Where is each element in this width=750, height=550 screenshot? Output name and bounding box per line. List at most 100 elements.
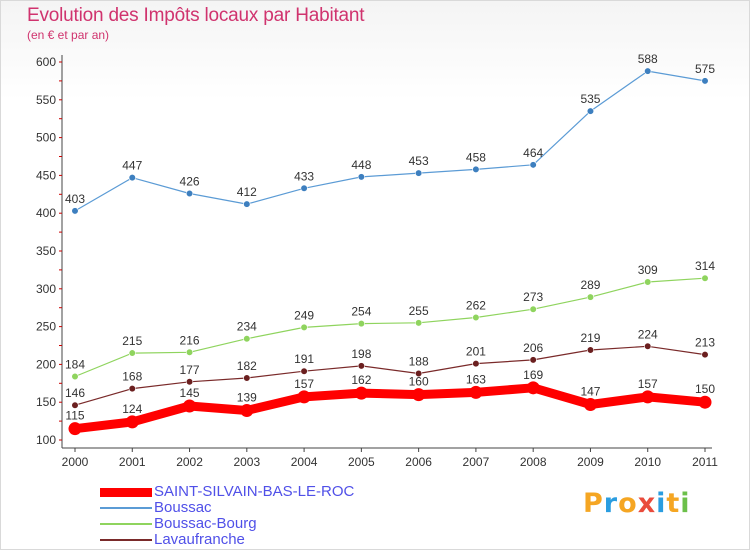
legend-label-saint-silvain: SAINT-SILVAIN-BAS-LE-ROC (154, 483, 355, 500)
data-point-boussac (300, 184, 308, 192)
x-tick-label: 2003 (233, 455, 260, 469)
data-label-saint-silvain: 115 (65, 409, 84, 423)
logo-letter: r (603, 488, 619, 519)
data-point-boussac (243, 200, 251, 208)
data-label-lavaufranche: 177 (180, 363, 200, 377)
logo-letter: x (637, 488, 657, 519)
y-tick-label: 550 (36, 93, 56, 107)
chart-title: Evolution des Impôts locaux par Habitant (27, 5, 365, 26)
data-point-lavaufranche (128, 384, 136, 393)
data-point-boussac (415, 169, 423, 177)
y-tick-label: 450 (36, 168, 56, 182)
legend-swatch-lavaufranche (100, 539, 152, 541)
data-label-boussac: 426 (180, 175, 200, 189)
y-tick-label: 300 (36, 282, 56, 296)
y-tick-label: 250 (36, 320, 56, 334)
data-label-lavaufranche: 213 (695, 336, 715, 350)
x-tick-label: 2007 (463, 455, 490, 469)
series-lavaufranche (71, 342, 709, 409)
data-point-lavaufranche (71, 401, 79, 409)
legend-label-boussac: Boussac (154, 499, 212, 516)
data-point-saint-silvain (68, 422, 82, 436)
y-tick-label: 100 (36, 433, 56, 447)
data-point-saint-silvain (183, 399, 197, 413)
data-label-boussac-bourg: 215 (122, 334, 142, 348)
data-point-lavaufranche (243, 374, 251, 382)
data-label-lavaufranche: 198 (351, 347, 371, 361)
data-label-saint-silvain: 163 (466, 372, 486, 386)
data-label-boussac-bourg: 262 (466, 299, 486, 313)
x-tick-label: 2000 (62, 455, 89, 469)
data-label-saint-silvain: 160 (409, 375, 429, 389)
data-label-saint-silvain: 157 (638, 377, 658, 391)
data-point-boussac-bourg (71, 372, 79, 381)
data-point-boussac-bourg (128, 349, 136, 357)
legend-swatch-boussac (100, 507, 152, 509)
logo-letter: i (680, 488, 691, 519)
data-point-lavaufranche (357, 362, 365, 370)
data-label-boussac: 575 (695, 62, 715, 76)
logo-letter: t (666, 488, 681, 519)
data-label-boussac-bourg: 254 (351, 305, 371, 319)
x-tick-label: 2009 (577, 455, 604, 469)
data-label-lavaufranche: 182 (237, 359, 257, 373)
data-point-boussac (586, 107, 595, 115)
legend-label-lavaufranche: Lavaufranche (154, 531, 245, 548)
data-point-boussac-bourg (701, 274, 709, 282)
series-line-lavaufranche (74, 345, 706, 406)
data-point-saint-silvain (641, 390, 655, 404)
data-point-boussac-bourg (185, 348, 194, 356)
data-point-boussac-bourg (357, 319, 365, 328)
logo-letter: o (618, 488, 638, 519)
data-label-lavaufranche: 191 (294, 352, 314, 366)
data-point-boussac (71, 207, 79, 215)
data-point-lavaufranche (701, 350, 709, 359)
data-label-lavaufranche: 201 (466, 345, 486, 359)
data-point-lavaufranche (472, 360, 480, 368)
series-boussac (71, 67, 709, 215)
data-label-boussac-bourg: 249 (294, 308, 314, 322)
data-label-boussac: 447 (122, 159, 142, 173)
line-chart: 100 150 200 250 300 350 400 450 500 550 600 2000 200… (36, 52, 718, 469)
data-label-boussac-bourg: 289 (580, 278, 600, 292)
data-label-lavaufranche: 168 (122, 370, 142, 384)
data-label-boussac: 448 (351, 158, 371, 172)
data-point-saint-silvain (297, 390, 311, 404)
x-tick-label: 2001 (119, 455, 146, 469)
data-label-saint-silvain: 150 (695, 382, 715, 396)
y-tick-label: 400 (36, 206, 56, 220)
x-tick-label: 2006 (405, 455, 432, 469)
data-label-boussac: 403 (65, 192, 85, 206)
series-line-boussac (74, 70, 706, 212)
data-label-saint-silvain: 139 (237, 391, 257, 405)
data-label-boussac: 453 (409, 154, 429, 168)
data-point-boussac-bourg (243, 335, 251, 343)
data-point-boussac-bourg (415, 319, 423, 327)
data-label-boussac: 464 (523, 146, 543, 160)
legend-label-boussac-bourg: Boussac-Bourg (154, 515, 257, 532)
legend-item-saint-silvain: SAINT-SILVAIN-BAS-LE-ROC (100, 484, 400, 500)
data-label-boussac: 433 (294, 169, 314, 183)
data-point-lavaufranche (300, 367, 308, 375)
data-point-saint-silvain (240, 404, 254, 418)
data-point-saint-silvain (526, 381, 540, 395)
data-label-saint-silvain: 147 (580, 384, 600, 398)
data-point-saint-silvain (412, 388, 426, 402)
data-label-boussac: 412 (237, 185, 257, 199)
data-point-boussac (529, 161, 537, 169)
data-point-boussac (128, 174, 136, 182)
data-point-lavaufranche (415, 369, 423, 378)
legend-item-lavaufranche: Lavaufranche (100, 532, 400, 548)
x-tick-label: 2010 (634, 455, 661, 469)
legend-item-boussac: Boussac (100, 500, 400, 516)
y-tick-label: 350 (36, 244, 56, 258)
proxiti-logo: Proxiti (583, 488, 691, 519)
data-point-saint-silvain (125, 415, 139, 429)
data-point-boussac-bourg (472, 313, 480, 322)
chart-subtitle: (en € et par an) (27, 28, 110, 42)
series-line-saint-silvain (70, 383, 710, 434)
data-point-boussac-bourg (644, 278, 652, 286)
data-point-boussac (701, 77, 709, 85)
data-point-boussac (357, 173, 365, 181)
